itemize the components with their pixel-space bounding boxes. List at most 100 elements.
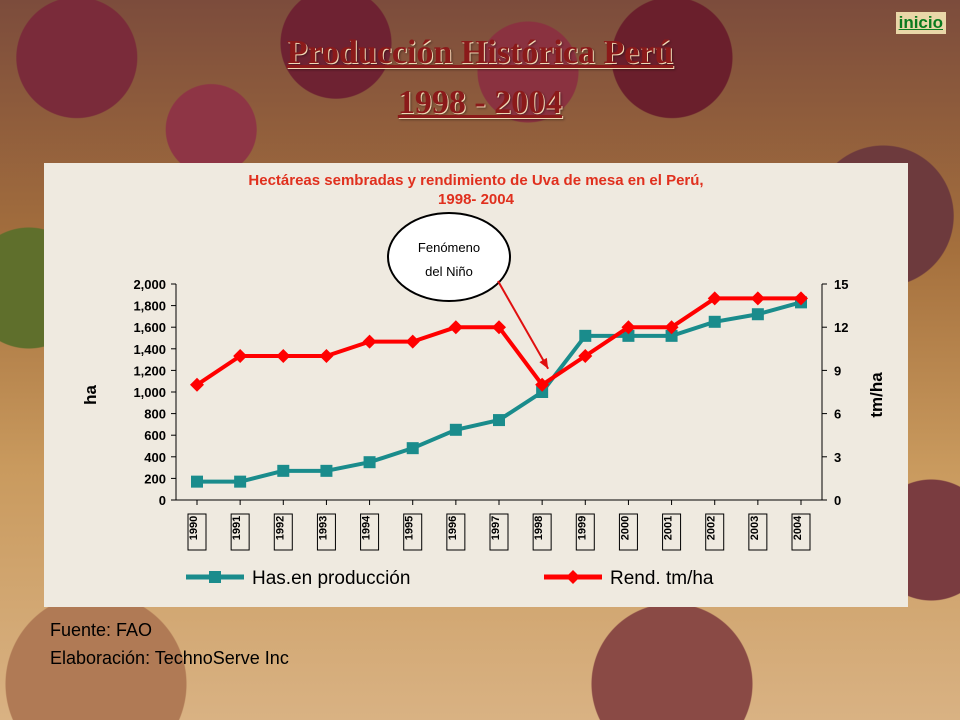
y-axis-label-left: ha <box>81 385 100 405</box>
series-point <box>579 329 592 342</box>
left-tick-label: 200 <box>144 471 166 486</box>
right-tick-label: 9 <box>834 363 841 378</box>
x-tick-box <box>230 513 250 551</box>
x-tick-label: 1990 <box>188 516 200 540</box>
series-point <box>276 349 291 363</box>
page-subtitle: 1998 - 2004 <box>397 84 563 121</box>
left-tick-label: 800 <box>144 407 166 422</box>
legend-marker-0 <box>209 571 221 583</box>
x-tick-label: 2001 <box>663 516 675 540</box>
series-point <box>621 320 636 335</box>
chart-title-line1: Hectáreas sembradas y rendimiento de Uva… <box>248 172 703 189</box>
chart-panel: Hectáreas sembradas y rendimiento de Uva… <box>44 163 908 607</box>
right-tick-label: 6 <box>834 407 841 422</box>
left-tick-label: 1,200 <box>133 363 166 378</box>
x-tick-label: 1995 <box>404 516 416 540</box>
x-tick-label: 1998 <box>533 516 545 540</box>
left-tick-label: 1,000 <box>133 385 166 400</box>
right-tick-label: 0 <box>834 493 841 508</box>
chart-axes: 0 200 400 600 800 1,000 1,200 1,400 1,600 1,800 2,… <box>81 277 886 551</box>
x-tick-label: 1996 <box>447 516 459 540</box>
annotation-circle <box>387 212 511 302</box>
home-link[interactable]: inicio <box>895 12 946 34</box>
series-point <box>751 308 764 321</box>
chart-series <box>190 291 808 488</box>
x-tick-box <box>273 513 293 551</box>
x-tick-box <box>791 513 811 551</box>
series-point <box>665 329 678 342</box>
chart-title-line2: 1998- 2004 <box>438 191 515 208</box>
annotation-arrow <box>497 280 550 370</box>
prepared-by-note: Elaboración: TechnoServe Inc <box>50 648 289 668</box>
source-note: Fuente: FAO <box>50 620 153 640</box>
x-tick-box <box>187 513 207 551</box>
series-point <box>448 320 463 335</box>
series-point <box>707 291 722 306</box>
left-tick-label: 1,800 <box>133 299 166 314</box>
x-tick-label: 2003 <box>749 516 761 540</box>
series-point <box>405 334 420 349</box>
y-axis-label-right: tm/ha <box>867 372 886 418</box>
right-tick-label: 15 <box>834 277 848 292</box>
x-tick-box <box>748 513 768 551</box>
x-tick-box <box>618 513 638 551</box>
annotation-label-line2: del Niño <box>425 264 473 279</box>
series-point <box>277 464 290 477</box>
series-point <box>794 291 808 306</box>
left-tick-label: 400 <box>144 450 166 465</box>
series-point <box>492 320 506 335</box>
left-tick-label: 2,000 <box>133 277 166 292</box>
page-title: Producción Histórica Perú <box>286 34 674 71</box>
x-tick-label: 1999 <box>576 516 588 540</box>
legend-label-0: Has.en producción <box>252 568 410 589</box>
x-tick-box <box>662 513 682 551</box>
series-point <box>406 442 419 455</box>
annotation-el-nino: Fenómeno del Niño <box>387 212 550 370</box>
series-point <box>362 334 377 349</box>
x-tick-box <box>403 513 423 551</box>
x-tick-box <box>316 513 336 551</box>
x-tick-box <box>705 513 725 551</box>
x-tick-label: 1997 <box>490 516 502 540</box>
series-point <box>493 414 505 427</box>
series-point <box>319 349 334 363</box>
series-point <box>750 291 765 306</box>
x-tick-label: 2000 <box>619 516 631 540</box>
series-point <box>622 329 635 342</box>
x-tick-label: 1992 <box>274 516 286 540</box>
series-point <box>708 315 721 328</box>
x-tick-label: 2002 <box>706 516 718 540</box>
left-tick-label: 1,400 <box>133 342 166 357</box>
series-point <box>363 456 376 469</box>
annotation-arrowhead <box>539 357 549 369</box>
x-tick-label: 1993 <box>317 516 329 540</box>
x-tick-box <box>575 513 595 551</box>
series-point <box>536 386 549 398</box>
x-tick-label: 1994 <box>361 515 373 540</box>
series-point <box>664 320 679 335</box>
series-point <box>535 377 550 392</box>
legend-marker-1 <box>566 570 580 584</box>
series-point <box>578 349 593 363</box>
chart: Hectáreas sembradas y rendimiento de Uva… <box>81 172 886 589</box>
series-point <box>234 475 247 488</box>
chart-legend: Has.en producción Rend. tm/ha <box>186 568 714 589</box>
x-tick-box <box>446 513 466 551</box>
series-point <box>190 377 204 392</box>
series-point <box>320 464 333 477</box>
series-point <box>233 349 248 363</box>
x-tick-box <box>489 513 509 551</box>
x-tick-box <box>532 513 552 551</box>
right-tick-label: 3 <box>834 450 841 465</box>
series-point <box>449 423 462 436</box>
left-tick-label: 600 <box>144 428 166 443</box>
x-tick-box <box>360 513 380 551</box>
series-line-1 <box>195 296 801 387</box>
legend-label-1: Rend. tm/ha <box>610 568 714 589</box>
left-tick-label: 0 <box>159 493 166 508</box>
x-tick-label: 2004 <box>792 515 804 540</box>
right-tick-label: 12 <box>834 320 848 335</box>
x-tick-label: 1991 <box>231 516 243 540</box>
series-point <box>191 475 203 488</box>
annotation-label-line1: Fenómeno <box>418 240 480 255</box>
